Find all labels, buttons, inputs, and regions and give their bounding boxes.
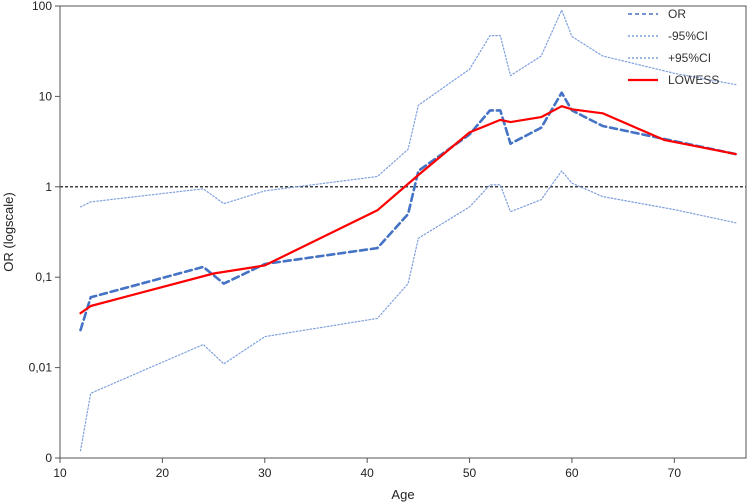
series-line-or — [79, 91, 738, 332]
x-axis-label: Age — [391, 487, 414, 502]
series-line-lowess — [79, 105, 737, 315]
tick-layer: 10 20 30 40 50 60 70 100 10 1 0,1 0,01 0 — [29, 0, 682, 480]
series-line-95-ci — [79, 170, 737, 452]
series-layer — [79, 9, 738, 452]
plot-frame — [59, 5, 747, 459]
x-tick-label: 70 — [668, 466, 682, 480]
x-tick-label: 10 — [53, 466, 67, 480]
x-tick-label: 40 — [360, 466, 374, 480]
y-tick-label: 100 — [32, 0, 52, 13]
x-tick-label: 20 — [156, 466, 170, 480]
y-tick-label: 1 — [45, 180, 52, 194]
x-tick-label: 60 — [565, 466, 579, 480]
y-tick-label: 10 — [39, 89, 53, 103]
x-tick-label: 30 — [258, 466, 272, 480]
y-tick-label: 0 — [45, 451, 52, 465]
legend-label: LOWESS — [668, 73, 719, 87]
x-tick-label: 50 — [463, 466, 477, 480]
y-tick-label: 0,1 — [35, 270, 52, 284]
legend: OR -95%CI +95%CI LOWESS — [628, 7, 719, 87]
legend-label: +95%CI — [668, 51, 711, 65]
legend-label: -95%CI — [668, 29, 708, 43]
y-tick-label: 0,01 — [29, 361, 53, 375]
y-axis-label: OR (logscale) — [1, 192, 16, 271]
series-line-95-ci — [79, 9, 737, 208]
legend-label: OR — [668, 7, 686, 21]
